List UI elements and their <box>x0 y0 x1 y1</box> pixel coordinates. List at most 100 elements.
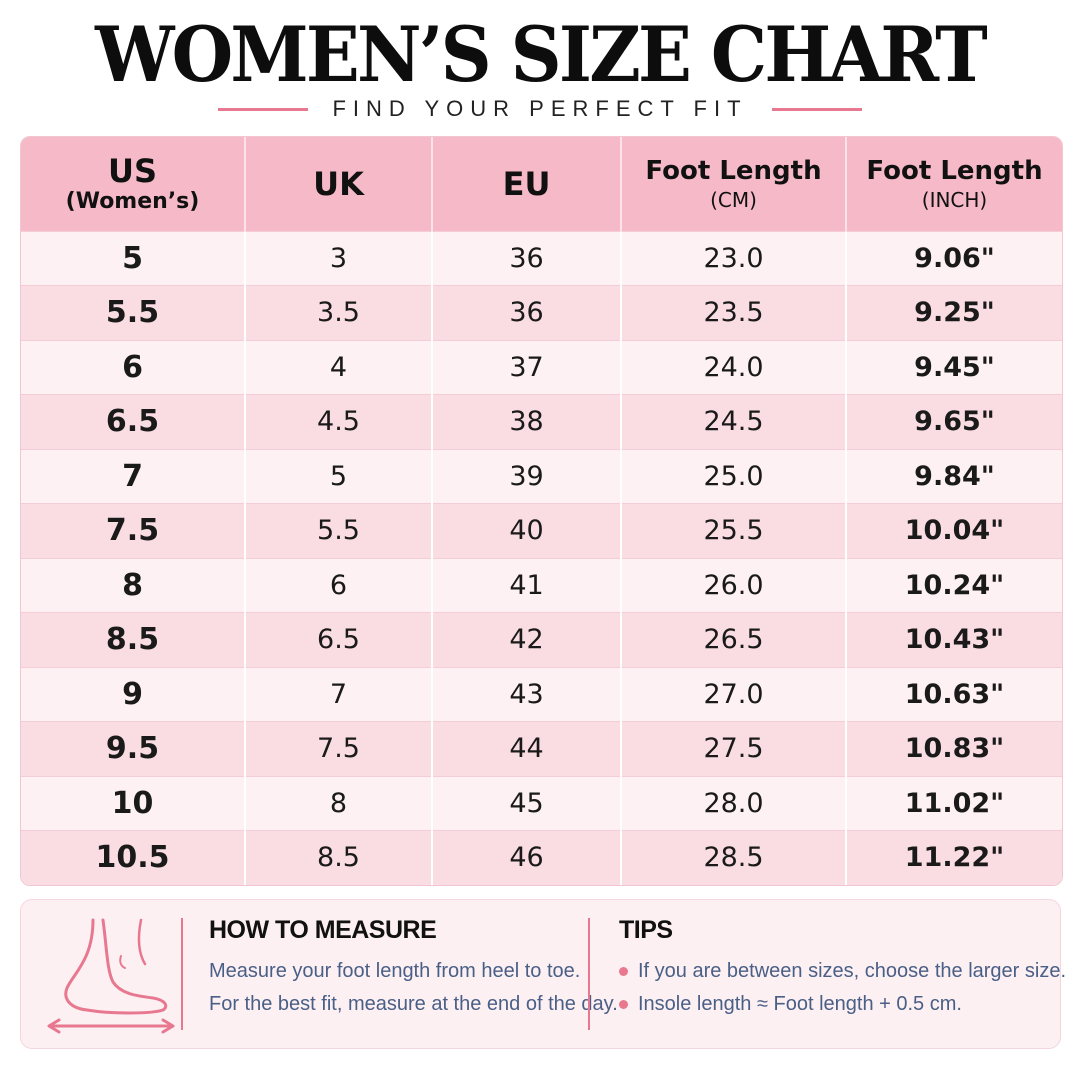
cell-foot-length-cm: 26.0 <box>621 558 847 613</box>
table-header-row: US (Women’s) UK EU Foot Length (CM) Foot… <box>21 137 1062 232</box>
table-row: 7.5 5.5 40 25.5 10.04" <box>21 503 1062 559</box>
table-row: 6 4 37 24.0 9.45" <box>21 340 1062 395</box>
measure-line: For the best fit, measure at the end of … <box>209 993 618 1015</box>
table-row: 7 5 39 25.0 9.84" <box>21 449 1062 504</box>
table-row: 9 7 43 27.0 10.63" <box>21 667 1062 722</box>
cell-uk: 8 <box>245 776 433 831</box>
cell-foot-length-cm: 27.5 <box>621 721 847 777</box>
cell-us: 6 <box>21 340 246 395</box>
divider-left <box>181 918 183 1030</box>
cell-uk: 6 <box>245 558 433 613</box>
foot-measure-icon <box>47 918 175 1034</box>
table-row: 8.5 6.5 42 26.5 10.43" <box>21 612 1062 668</box>
cell-foot-length-cm: 23.0 <box>621 231 847 286</box>
cell-eu: 41 <box>432 558 622 613</box>
cell-us: 7.5 <box>21 503 246 559</box>
cell-uk: 3 <box>245 231 433 286</box>
size-table: US (Women’s) UK EU Foot Length (CM) Foot… <box>21 137 1062 885</box>
cell-uk: 4 <box>245 340 433 395</box>
cell-foot-length-inch: 10.63" <box>846 667 1062 722</box>
header-foot-length-cm: Foot Length (CM) <box>621 137 847 232</box>
subtitle-rule-right <box>771 107 862 111</box>
cell-foot-length-inch: 9.84" <box>846 449 1062 504</box>
subtitle-bar: FIND YOUR PERFECT FIT <box>0 92 1080 126</box>
table-row: 5 3 36 23.0 9.06" <box>21 231 1062 286</box>
bullet-dot-icon <box>619 1000 628 1009</box>
cell-eu: 36 <box>432 231 622 286</box>
cell-uk: 7 <box>245 667 433 722</box>
tip-text: Insole length ≈ Foot length + 0.5 cm. <box>638 993 962 1015</box>
cell-eu: 37 <box>432 340 622 395</box>
header-foot-length-inch: Foot Length (INCH) <box>846 137 1062 232</box>
how-to-measure-section: HOW TO MEASURE Measure your foot length … <box>209 916 618 1021</box>
size-table-container: US (Women’s) UK EU Foot Length (CM) Foot… <box>20 136 1063 886</box>
bullet-dot-icon <box>619 967 628 976</box>
cell-uk: 3.5 <box>245 285 433 341</box>
cell-us: 10.5 <box>21 830 246 885</box>
cell-uk: 5.5 <box>245 503 433 559</box>
cell-foot-length-inch: 11.02" <box>846 776 1062 831</box>
cell-foot-length-inch: 10.43" <box>846 612 1062 668</box>
table-body: 5 3 36 23.0 9.06" 5.5 3.5 36 23.5 9.25" 6 4 37 24.0 9.… <box>21 231 1062 885</box>
cell-us: 5 <box>21 231 246 286</box>
divider-middle <box>588 918 590 1030</box>
cell-us: 8.5 <box>21 612 246 668</box>
header-us: US (Women’s) <box>21 137 246 232</box>
cell-foot-length-cm: 28.5 <box>621 830 847 885</box>
subtitle: FIND YOUR PERFECT FIT <box>332 96 748 121</box>
cell-eu: 36 <box>432 285 622 341</box>
tip-item: Insole length ≈ Foot length + 0.5 cm. <box>619 988 1049 1021</box>
cell-uk: 6.5 <box>245 612 433 668</box>
cell-foot-length-cm: 24.0 <box>621 340 847 395</box>
table-row: 10 8 45 28.0 11.02" <box>21 776 1062 831</box>
info-panel: HOW TO MEASURE Measure your foot length … <box>20 899 1066 1049</box>
cell-us: 9 <box>21 667 246 722</box>
cell-uk: 5 <box>245 449 433 504</box>
tips-heading: TIPS <box>619 916 673 944</box>
table-row: 9.5 7.5 44 27.5 10.83" <box>21 721 1062 777</box>
cell-eu: 44 <box>432 721 622 777</box>
cell-foot-length-cm: 27.0 <box>621 667 847 722</box>
cell-foot-length-inch: 10.83" <box>846 721 1062 777</box>
table-row: 5.5 3.5 36 23.5 9.25" <box>21 285 1062 341</box>
cell-eu: 39 <box>432 449 622 504</box>
cell-foot-length-cm: 28.0 <box>621 776 847 831</box>
how-to-measure-heading: HOW TO MEASURE <box>209 916 437 944</box>
cell-us: 7 <box>21 449 246 504</box>
cell-uk: 7.5 <box>245 721 433 777</box>
table-row: 10.5 8.5 46 28.5 11.22" <box>21 830 1062 885</box>
cell-foot-length-inch: 10.24" <box>846 558 1062 613</box>
header-uk: UK <box>245 137 433 232</box>
cell-foot-length-cm: 25.5 <box>621 503 847 559</box>
cell-us: 5.5 <box>21 285 246 341</box>
header-eu: EU <box>432 137 622 232</box>
cell-foot-length-cm: 25.0 <box>621 449 847 504</box>
cell-foot-length-cm: 24.5 <box>621 394 847 450</box>
cell-eu: 38 <box>432 394 622 450</box>
cell-us: 6.5 <box>21 394 246 450</box>
cell-foot-length-cm: 23.5 <box>621 285 847 341</box>
cell-uk: 8.5 <box>245 830 433 885</box>
subtitle-rule-left <box>218 107 309 111</box>
cell-us: 10 <box>21 776 246 831</box>
tip-text: If you are between sizes, choose the lar… <box>638 960 1067 982</box>
table-row: 6.5 4.5 38 24.5 9.65" <box>21 394 1062 450</box>
cell-uk: 4.5 <box>245 394 433 450</box>
cell-us: 9.5 <box>21 721 246 777</box>
cell-foot-length-inch: 9.45" <box>846 340 1062 395</box>
tip-item: If you are between sizes, choose the lar… <box>619 955 1066 988</box>
tips-section: TIPS If you are between sizes, choose th… <box>619 916 1066 1021</box>
cell-foot-length-inch: 11.22" <box>846 830 1062 885</box>
cell-foot-length-inch: 9.65" <box>846 394 1062 450</box>
cell-foot-length-cm: 26.5 <box>621 612 847 668</box>
cell-foot-length-inch: 10.04" <box>846 503 1062 559</box>
cell-eu: 43 <box>432 667 622 722</box>
cell-eu: 45 <box>432 776 622 831</box>
cell-eu: 40 <box>432 503 622 559</box>
cell-foot-length-inch: 9.25" <box>846 285 1062 341</box>
cell-eu: 46 <box>432 830 622 885</box>
page-title: WOMEN’S SIZE CHART <box>95 10 988 99</box>
measure-line: Measure your foot length from heel to to… <box>209 960 581 982</box>
cell-us: 8 <box>21 558 246 613</box>
cell-foot-length-inch: 9.06" <box>846 231 1062 286</box>
